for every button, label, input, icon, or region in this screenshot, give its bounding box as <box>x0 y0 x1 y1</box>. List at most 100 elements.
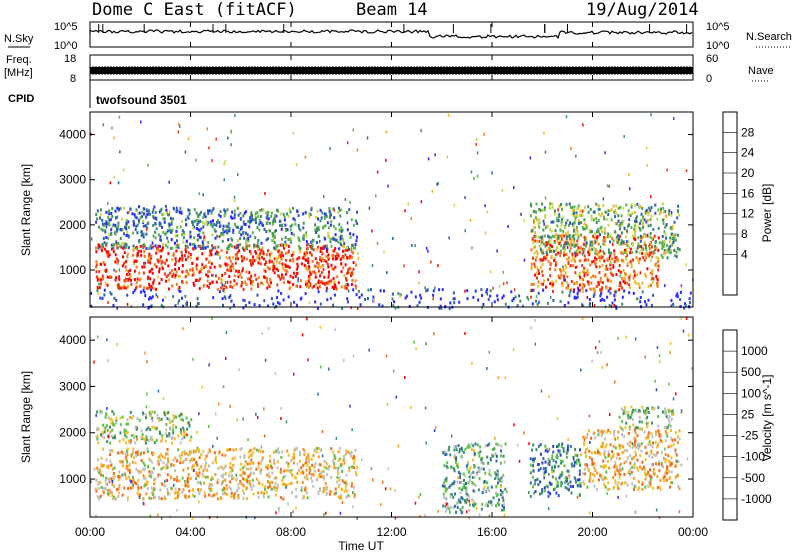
data-cell <box>166 229 169 233</box>
data-cell <box>324 224 327 228</box>
data-cell <box>570 462 573 466</box>
data-cell <box>586 435 588 439</box>
data-cell <box>599 258 601 262</box>
data-cell <box>594 469 597 473</box>
data-cell <box>544 150 547 154</box>
data-cell <box>221 239 224 243</box>
data-cell <box>561 207 564 211</box>
data-cell <box>302 221 305 225</box>
data-cell <box>99 282 102 286</box>
data-cell <box>314 283 317 286</box>
data-cell <box>237 243 240 247</box>
data-cell <box>570 147 572 151</box>
data-cell <box>121 228 124 232</box>
data-cell <box>109 490 112 494</box>
data-cell <box>571 222 574 226</box>
data-cell <box>317 245 319 249</box>
data-cell <box>111 467 114 471</box>
data-cell <box>150 304 153 308</box>
data-cell <box>284 474 287 478</box>
data-cell <box>562 216 565 220</box>
data-cell <box>115 257 118 261</box>
data-cell <box>670 304 673 308</box>
data-cell <box>134 215 137 219</box>
data-cell <box>310 476 312 480</box>
data-cell <box>503 502 506 506</box>
data-cell <box>184 484 187 488</box>
data-cell <box>109 181 112 185</box>
data-cell <box>141 210 144 214</box>
data-cell <box>270 281 272 285</box>
data-cell <box>615 468 618 472</box>
data-cell <box>307 261 310 265</box>
data-cell <box>572 290 575 294</box>
data-cell <box>611 243 614 247</box>
data-cell <box>652 486 654 490</box>
data-cell <box>662 206 665 210</box>
data-cell <box>623 251 626 254</box>
data-cell <box>606 295 609 299</box>
data-cell <box>597 207 600 211</box>
data-cell <box>96 434 99 438</box>
data-cell <box>233 492 236 496</box>
data-cell <box>535 299 537 303</box>
data-cell <box>218 213 221 217</box>
data-cell <box>625 281 628 285</box>
data-cell <box>439 304 442 308</box>
data-cell <box>170 222 173 226</box>
data-cell <box>332 459 334 463</box>
data-cell <box>619 281 622 285</box>
data-cell <box>113 296 116 300</box>
data-cell <box>352 267 355 271</box>
data-cell <box>255 251 257 255</box>
data-cell <box>96 278 99 282</box>
data-cell <box>105 222 108 225</box>
data-cell <box>609 263 612 267</box>
data-cell <box>210 253 213 257</box>
data-cell <box>522 304 524 308</box>
data-cell <box>282 298 285 302</box>
data-cell <box>488 472 491 476</box>
data-cell <box>657 406 660 410</box>
data-cell <box>205 264 207 268</box>
data-cell <box>231 473 234 477</box>
data-cell <box>254 250 257 253</box>
data-cell <box>462 450 465 454</box>
data-cell <box>340 243 342 247</box>
data-cell <box>254 236 257 240</box>
data-cell <box>204 457 207 461</box>
data-cell <box>255 277 258 281</box>
data-cell <box>636 273 639 277</box>
nsky-tick-bottom: 10^0 <box>54 40 78 52</box>
data-cell <box>642 256 645 259</box>
data-cell <box>468 445 471 449</box>
data-cell <box>592 218 595 222</box>
data-cell <box>207 274 209 278</box>
data-cell <box>600 256 603 260</box>
data-cell <box>645 220 648 224</box>
data-cell <box>559 268 561 271</box>
data-cell <box>442 504 445 508</box>
data-cell <box>337 466 340 470</box>
data-cell <box>230 299 233 303</box>
data-cell <box>593 292 596 296</box>
data-cell <box>605 286 608 290</box>
data-cell <box>633 428 636 432</box>
data-cell <box>115 276 118 280</box>
data-cell <box>197 279 200 283</box>
data-cell <box>504 302 507 306</box>
data-cell <box>566 245 569 249</box>
data-cell <box>538 300 540 304</box>
data-cell <box>344 198 347 201</box>
data-cell <box>132 475 134 479</box>
data-cell <box>135 216 138 220</box>
data-cell <box>593 288 596 292</box>
data-cell <box>237 494 239 498</box>
data-cell <box>304 488 307 492</box>
data-cell <box>299 250 302 254</box>
data-cell <box>547 457 550 461</box>
data-cell <box>650 259 652 263</box>
data-cell <box>150 451 153 455</box>
data-cell <box>123 279 126 283</box>
data-cell <box>634 408 637 412</box>
